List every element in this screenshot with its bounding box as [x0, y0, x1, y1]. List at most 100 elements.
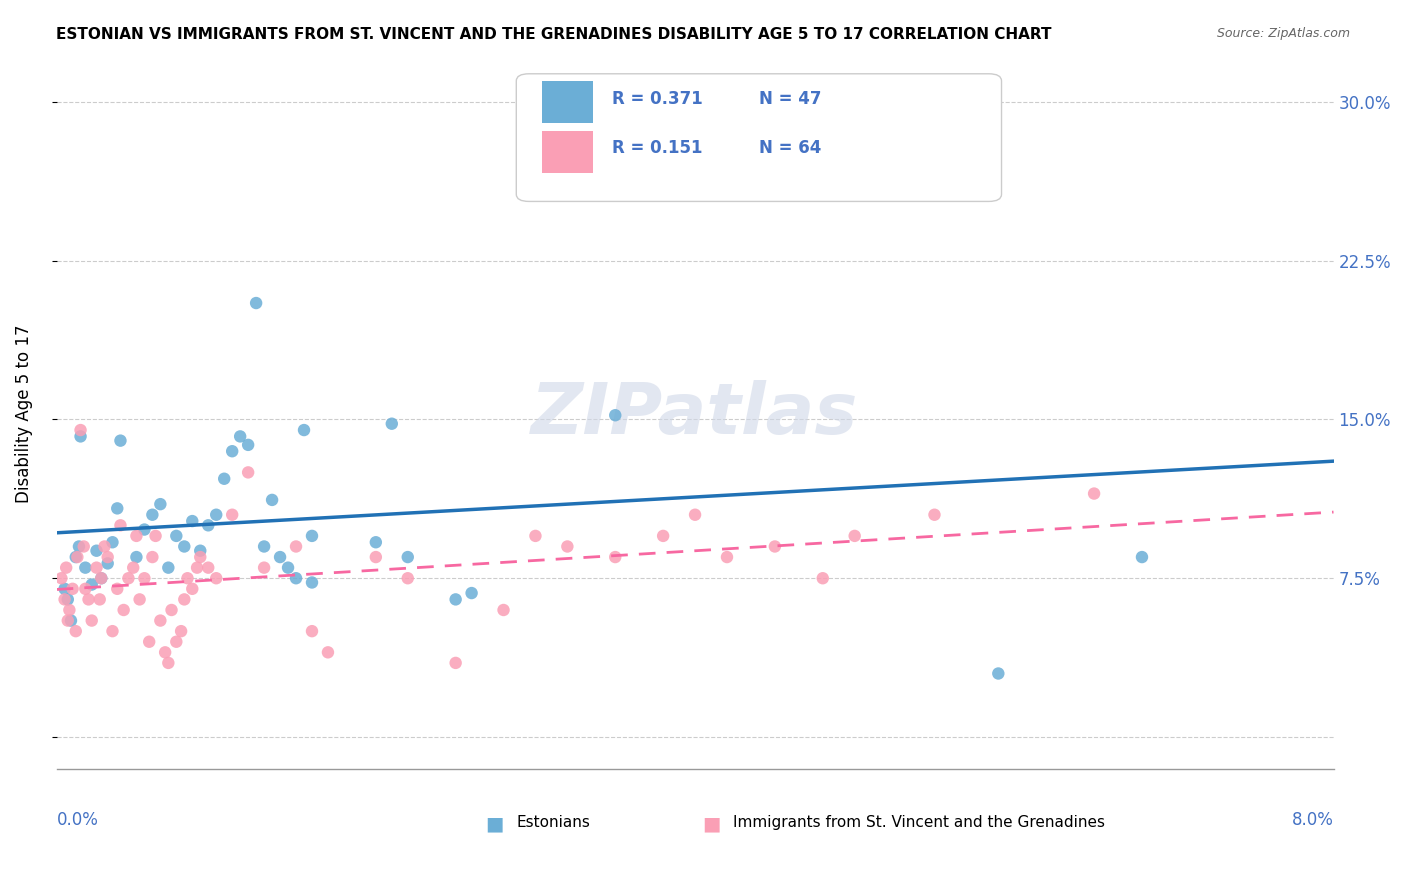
Point [101, 535, 124, 549]
Point [149, 497, 172, 511]
Point [221, 508, 243, 522]
Point [138, 634, 160, 648]
Point [524, 529, 547, 543]
Point [188, 550, 211, 565]
Point [110, 518, 132, 533]
Point [285, 540, 308, 554]
Point [170, 624, 193, 639]
Point [86, 543, 108, 558]
Text: N = 64: N = 64 [759, 139, 821, 157]
Point [75, 582, 97, 596]
Point [186, 560, 208, 574]
Point [145, 529, 167, 543]
Point [205, 571, 228, 585]
Point [364, 550, 387, 565]
Point [301, 624, 323, 639]
Point [716, 550, 738, 565]
Point [160, 603, 183, 617]
Text: 8.0%: 8.0% [1292, 812, 1333, 830]
Point [236, 438, 259, 452]
Point [122, 560, 145, 574]
Point [134, 523, 156, 537]
Point [90, 571, 112, 585]
Point [134, 571, 156, 585]
Point [65, 624, 87, 639]
Point [212, 472, 235, 486]
Point [58, 603, 80, 617]
FancyBboxPatch shape [516, 74, 1001, 202]
Point [444, 592, 467, 607]
Point [157, 656, 180, 670]
Text: 0.0%: 0.0% [56, 812, 98, 830]
Point [1130, 550, 1153, 565]
Point [844, 529, 866, 543]
Point [277, 560, 299, 574]
Point [173, 540, 195, 554]
Point [69, 429, 91, 443]
Point [101, 624, 124, 639]
Point [221, 444, 243, 458]
Point [66, 550, 89, 565]
Point [77, 592, 100, 607]
Text: R = 0.371: R = 0.371 [612, 89, 703, 108]
Point [683, 508, 706, 522]
Y-axis label: Disability Age 5 to 17: Disability Age 5 to 17 [15, 325, 32, 503]
Point [245, 296, 267, 310]
Point [197, 560, 219, 574]
Bar [541, 130, 593, 173]
Point [188, 543, 211, 558]
Point [181, 514, 204, 528]
Point [59, 614, 82, 628]
Point [301, 529, 323, 543]
Bar [541, 81, 593, 123]
Point [69, 423, 91, 437]
Point [253, 560, 276, 574]
Point [301, 575, 323, 590]
Point [89, 592, 111, 607]
Point [364, 535, 387, 549]
Point [197, 518, 219, 533]
Point [117, 571, 139, 585]
Point [811, 571, 834, 585]
Point [285, 571, 308, 585]
Point [51, 571, 73, 585]
Point [173, 592, 195, 607]
Point [292, 423, 315, 437]
Point [165, 529, 187, 543]
Point [796, 162, 818, 177]
Point [605, 409, 627, 423]
Point [105, 501, 128, 516]
Point [605, 550, 627, 565]
Point [110, 434, 132, 448]
Point [987, 666, 1010, 681]
Point [67, 540, 90, 554]
Point [112, 603, 135, 617]
Point [924, 508, 946, 522]
Point [93, 540, 115, 554]
Point [396, 550, 419, 565]
Point [763, 540, 786, 554]
Text: ZIPatlas: ZIPatlas [531, 380, 859, 449]
Point [176, 571, 198, 585]
Point [56, 614, 79, 628]
Text: ■: ■ [702, 815, 721, 834]
Point [396, 571, 419, 585]
Point [125, 529, 148, 543]
Text: Estonians: Estonians [516, 815, 591, 830]
Point [53, 582, 76, 596]
Point [97, 550, 120, 565]
Point [492, 603, 515, 617]
Point [73, 540, 96, 554]
Point [236, 466, 259, 480]
Point [56, 592, 79, 607]
Point [86, 560, 108, 574]
Point [125, 550, 148, 565]
Point [141, 508, 163, 522]
Point [652, 529, 675, 543]
Point [75, 560, 97, 574]
Point [55, 560, 77, 574]
Point [149, 614, 172, 628]
Point [262, 492, 284, 507]
Point [381, 417, 404, 431]
Point [80, 614, 103, 628]
